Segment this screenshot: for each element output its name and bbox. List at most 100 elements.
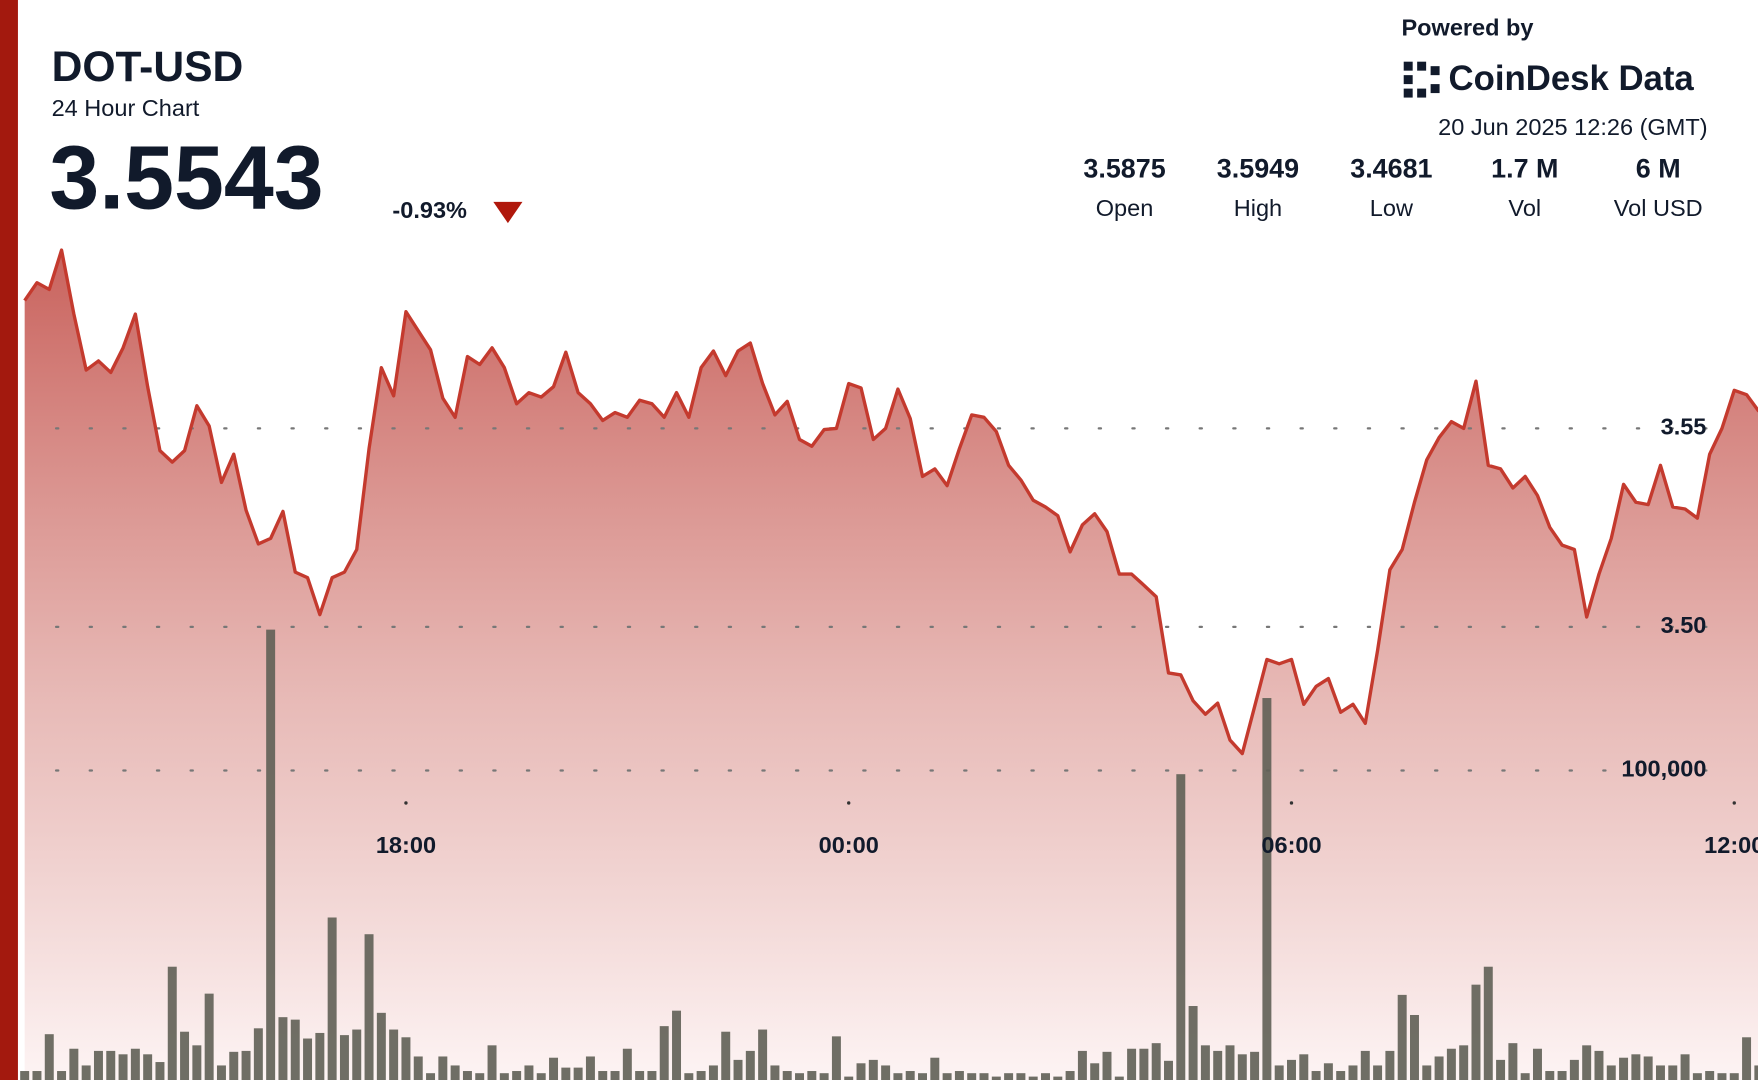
x-tick-label: 00:00 [819,832,879,858]
stat-value: 3.5949 [1217,154,1299,184]
volume-bar [475,1073,485,1080]
volume-bar [881,1065,891,1080]
volume-bar [659,1026,669,1080]
volume-bar [438,1056,448,1080]
change: -0.93% [392,197,467,223]
volume-bar [93,1050,103,1080]
volume-bar [856,1063,866,1080]
volume-bar [1668,1065,1678,1080]
volume-bar [204,993,214,1080]
volume-bar [770,1065,780,1080]
volume-bar [1323,1063,1333,1080]
volume-bar [1041,1073,1050,1080]
volume-bar [782,1071,792,1080]
down-arrow [493,201,523,224]
volume-bar [499,1073,509,1080]
volume-bar [106,1050,116,1080]
stat-value: 1.7 M [1491,154,1558,184]
volume-bar [831,1036,841,1080]
price: 3.5543 [49,129,323,229]
volume-bar [1102,1051,1112,1080]
volume-bar [1397,994,1407,1080]
volume-bar [1004,1073,1014,1080]
volume-bar [1434,1056,1444,1080]
y-tick-label: 100,000 [1621,756,1706,782]
volume-bar [1680,1054,1690,1080]
volume-bar [573,1067,583,1080]
volume-bar [155,1062,165,1080]
volume-bar [684,1073,694,1080]
subtitle: 24 Hour Chart [52,95,200,121]
volume-bar [180,1031,190,1080]
volume-bar [967,1073,977,1080]
volume-bar [69,1048,79,1080]
x-tick-label: 06:00 [1261,832,1321,858]
volume-bar [512,1071,522,1080]
volume-bar [1483,966,1493,1080]
volume-bar [241,1050,251,1080]
volume-bar [1545,1071,1555,1080]
volume-bar [401,1037,411,1080]
x-tick [404,801,408,805]
volume-bar [1127,1048,1137,1080]
x-tick-label: 18:00 [376,832,436,858]
volume-bar [167,966,177,1080]
volume-bar [1213,1050,1223,1080]
volume-bar [1520,1073,1530,1080]
stat-value: 6 M [1636,154,1681,184]
volume-bar [1028,1076,1038,1080]
volume-bar [1655,1065,1665,1080]
volume-bar [536,1073,546,1080]
volume-bar [721,1031,731,1080]
volume-bar [1336,1071,1346,1080]
volume-bar [1619,1057,1629,1080]
volume-bar [1188,1006,1198,1080]
brand: CoinDesk Data [1449,60,1695,98]
volume-bar [216,1065,226,1080]
volume-bar [315,1032,325,1080]
volume-bar [1643,1056,1653,1080]
stat-value: 3.5875 [1083,154,1165,184]
volume-bar [1373,1065,1383,1080]
volume-bar [708,1065,718,1080]
volume-bar [426,1073,436,1080]
volume-bar [1692,1073,1702,1080]
volume-bar [622,1048,632,1080]
volume-bar [1582,1045,1592,1080]
volume-bar [253,1028,263,1080]
volume-bar [1053,1076,1063,1080]
volume-bar [266,629,276,1080]
volume-bar [561,1067,571,1080]
volume-bar [376,1012,386,1080]
volume-bar [635,1071,645,1080]
stat-label: High [1234,195,1282,221]
volume-bar [1016,1073,1026,1080]
volume-bar [1385,1050,1395,1080]
volume-bar [57,1071,67,1080]
volume-bar [1139,1048,1149,1080]
volume-bar [327,917,337,1080]
stats: 3.5875 Open 3.5949 High 3.4681 Low 1.7 M Vol 6 M… [1083,154,1702,221]
volume-bar [81,1065,91,1080]
volume-bar [303,1038,313,1080]
volume-bar [905,1071,915,1080]
volume-bar [1754,1065,1758,1080]
volume-bar [795,1073,805,1080]
plot-area [20,248,1758,1080]
volume-bar [1569,1059,1579,1080]
volume-bar [130,1048,140,1080]
volume-bar [1471,984,1481,1080]
volume-bar [1422,1065,1432,1080]
volume-bar [389,1029,399,1080]
volume-bar [1151,1043,1161,1080]
volume-bar [118,1054,128,1080]
volume-bar [1114,1076,1124,1080]
volume-bar [1200,1045,1210,1080]
stat-value: 3.4681 [1350,154,1432,184]
volume-bar [278,1017,288,1080]
volume-bar [598,1071,608,1080]
volume-bar [290,1019,300,1080]
volume-bar [1090,1063,1100,1080]
